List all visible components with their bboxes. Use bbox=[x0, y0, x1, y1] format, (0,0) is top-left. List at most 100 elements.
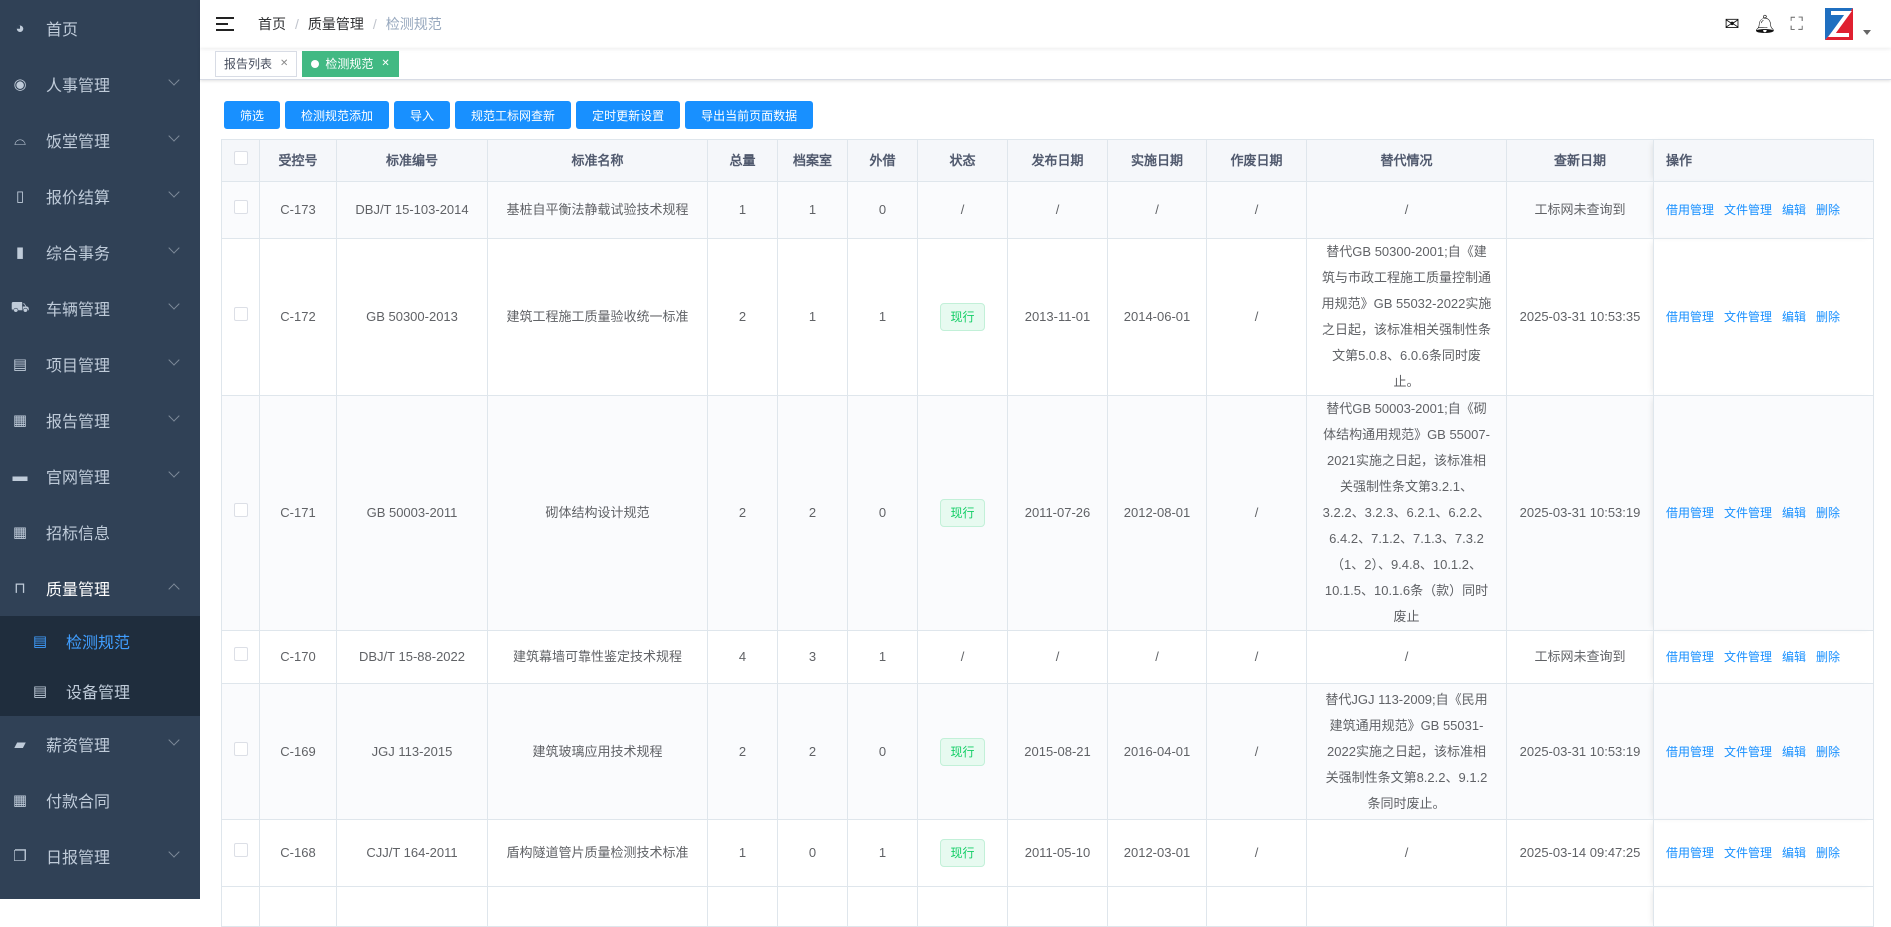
sidebar-item[interactable]: ▦ 招标信息 bbox=[0, 504, 200, 560]
toolbar-button[interactable]: 定时更新设置 bbox=[576, 101, 681, 129]
sidebar-item[interactable]: ⛟ 车辆管理 bbox=[0, 280, 200, 336]
sidebar-subitem[interactable]: ▤ 检测规范 bbox=[0, 616, 200, 666]
action-link[interactable]: 编辑 bbox=[1782, 506, 1807, 520]
cell-id: C-168 bbox=[259, 819, 337, 887]
action-link[interactable]: 文件管理 bbox=[1724, 846, 1773, 860]
action-link[interactable]: 删除 bbox=[1816, 506, 1841, 520]
action-link[interactable]: 删除 bbox=[1816, 310, 1841, 324]
action-link[interactable]: 删除 bbox=[1816, 744, 1841, 759]
sidebar-item[interactable]: ⊓ 质量管理 bbox=[0, 560, 200, 616]
toolbar-button[interactable]: 导出当前页面数据 bbox=[685, 101, 814, 129]
action-link[interactable]: 编辑 bbox=[1782, 744, 1807, 759]
action-link[interactable]: 文件管理 bbox=[1724, 506, 1773, 520]
action-link[interactable]: 借用管理 bbox=[1666, 846, 1715, 860]
action-link[interactable]: 编辑 bbox=[1782, 650, 1807, 664]
action-link[interactable]: 文件管理 bbox=[1724, 744, 1773, 759]
cell-actions: 借用管理 文件管理 编辑 删除 bbox=[1653, 181, 1874, 239]
avatar[interactable] bbox=[1823, 6, 1855, 42]
mail-icon[interactable]: ✉ bbox=[1724, 13, 1740, 34]
action-link[interactable]: 删除 bbox=[1816, 203, 1841, 217]
shopping-bag-icon: ⊓ bbox=[14, 580, 26, 597]
sidebar-item-label: 设备管理 bbox=[66, 685, 131, 702]
toolbar-button[interactable]: 筛选 bbox=[224, 101, 281, 129]
cell-replace: 替代GB 50300-2001;自《建筑与市政工程施工质量控制通用规范》GB 5… bbox=[1306, 238, 1507, 396]
bell-dish-icon: ⌓ bbox=[14, 131, 26, 149]
checkbox[interactable] bbox=[233, 503, 248, 517]
sidebar-subitem[interactable]: ▤ 设备管理 bbox=[0, 666, 200, 716]
close-icon[interactable]: ✕ bbox=[280, 58, 289, 69]
cell-actions: 借用管理 文件管理 编辑 删除 bbox=[1653, 395, 1874, 631]
breadcrumb-home[interactable]: 首页 bbox=[258, 16, 286, 32]
hamburger-toggle-icon[interactable] bbox=[216, 17, 234, 31]
row-select[interactable] bbox=[221, 683, 260, 820]
checkbox[interactable] bbox=[233, 200, 248, 214]
action-link[interactable]: 文件管理 bbox=[1724, 650, 1773, 664]
cell-status: 现行 bbox=[917, 683, 1008, 820]
status-badge: 现行 bbox=[940, 303, 985, 331]
action-link[interactable]: 编辑 bbox=[1782, 310, 1807, 324]
navbar: 首页 / 质量管理 / 检测规范 ✉ 🔔︎ ⛶ bbox=[200, 0, 1891, 48]
cell-void: / bbox=[1206, 683, 1307, 820]
close-icon[interactable]: ✕ bbox=[381, 58, 390, 69]
cell-name: 盾构隧道管片质量检测技术标准 bbox=[487, 819, 708, 887]
sidebar-item[interactable]: ▦ 付款合同 bbox=[0, 772, 200, 828]
tab-inspection-spec[interactable]: 检测规范 ✕ bbox=[302, 50, 399, 77]
row-select[interactable] bbox=[221, 238, 260, 396]
cell-id: C-173 bbox=[259, 181, 337, 239]
select-all-checkbox[interactable] bbox=[221, 139, 260, 182]
chevron-down-icon[interactable] bbox=[1863, 29, 1871, 35]
row-select[interactable] bbox=[221, 630, 260, 684]
tab-report-list[interactable]: 报告列表 ✕ bbox=[215, 50, 298, 77]
cell bbox=[259, 886, 337, 927]
sidebar-item[interactable]: ▬ 官网管理 bbox=[0, 448, 200, 504]
sidebar-item[interactable]: ◉ 人事管理 bbox=[0, 56, 200, 112]
sidebar: ◕ 首页 ◉ 人事管理 ⌓ 饭堂管理 ▯ 报价结算 ▮ 综合事务 ⛟ 车辆管理 ▤ 项目管理 ▦ 报告管理 ▬ 官… bbox=[0, 0, 200, 899]
checkbox[interactable] bbox=[233, 741, 248, 756]
action-link[interactable]: 借用管理 bbox=[1666, 203, 1715, 217]
action-link[interactable]: 借用管理 bbox=[1666, 506, 1715, 520]
action-link[interactable]: 借用管理 bbox=[1666, 650, 1715, 664]
row-select[interactable] bbox=[221, 819, 260, 887]
sidebar-item[interactable]: ⌓ 饭堂管理 bbox=[0, 112, 200, 168]
cell-name: 建筑玻璃应用技术规程 bbox=[487, 683, 708, 820]
cell-archive: 1 bbox=[777, 238, 848, 396]
checkbox[interactable] bbox=[233, 307, 248, 321]
row-select[interactable] bbox=[221, 395, 260, 631]
toolbar-button[interactable]: 导入 bbox=[394, 101, 451, 129]
action-link[interactable]: 删除 bbox=[1816, 650, 1841, 664]
wallet-icon: ▰ bbox=[14, 736, 26, 753]
action-link[interactable]: 借用管理 bbox=[1666, 310, 1715, 324]
sidebar-item[interactable]: ❐ 日报管理 bbox=[0, 828, 200, 884]
checkbox[interactable] bbox=[233, 150, 248, 165]
monitor-icon: ▬ bbox=[12, 467, 28, 485]
sidebar-item[interactable]: ▮ 综合事务 bbox=[0, 224, 200, 280]
action-link[interactable]: 编辑 bbox=[1782, 203, 1807, 217]
library-icon: ▮ bbox=[15, 244, 25, 261]
row-select[interactable] bbox=[221, 181, 260, 239]
breadcrumb: 首页 / 质量管理 / 检测规范 bbox=[258, 16, 442, 32]
sidebar-item[interactable]: ▯ 报价结算 bbox=[0, 168, 200, 224]
cell bbox=[777, 886, 848, 927]
bell-icon[interactable]: 🔔︎ bbox=[1753, 13, 1777, 34]
toolbar-button[interactable]: 规范工标网查新 bbox=[455, 101, 572, 129]
action-link[interactable]: 编辑 bbox=[1782, 846, 1807, 860]
document-icon: ▤ bbox=[12, 356, 28, 373]
action-link[interactable]: 文件管理 bbox=[1724, 203, 1773, 217]
toolbar-button[interactable]: 检测规范添加 bbox=[285, 101, 390, 129]
sidebar-item[interactable]: ▰ 薪资管理 bbox=[0, 716, 200, 772]
sidebar-item[interactable]: ▦ 报告管理 bbox=[0, 392, 200, 448]
fullscreen-icon[interactable]: ⛶ bbox=[1790, 13, 1803, 34]
action-link[interactable]: 删除 bbox=[1816, 846, 1841, 860]
chevron-down-icon bbox=[168, 74, 180, 86]
cell-publish: 2015-08-21 bbox=[1007, 683, 1108, 820]
checkbox[interactable] bbox=[233, 843, 248, 857]
action-link[interactable]: 文件管理 bbox=[1724, 310, 1773, 324]
checkbox[interactable] bbox=[233, 647, 248, 661]
breadcrumb-quality[interactable]: 质量管理 bbox=[307, 16, 364, 32]
action-link[interactable]: 借用管理 bbox=[1666, 744, 1715, 759]
sidebar-item[interactable]: ◕ 首页 bbox=[0, 0, 200, 56]
dashboard-icon: ◕ bbox=[15, 19, 25, 37]
cell-check: 2025-03-14 09:47:25 bbox=[1506, 819, 1654, 887]
column-header: 档案室 bbox=[777, 139, 848, 182]
sidebar-item[interactable]: ▤ 项目管理 bbox=[0, 336, 200, 392]
